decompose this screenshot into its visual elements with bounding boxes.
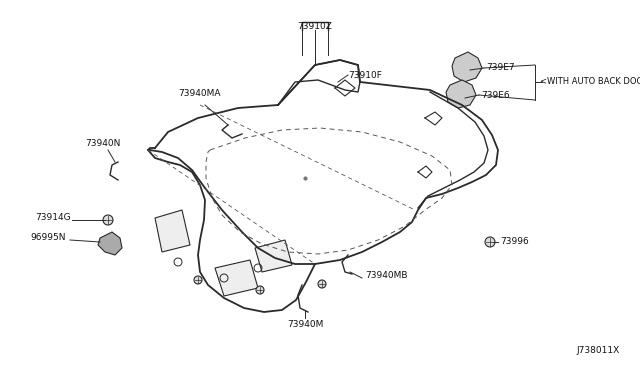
Polygon shape [452, 52, 482, 82]
Circle shape [103, 215, 113, 225]
Polygon shape [446, 80, 476, 108]
Text: 739E6: 739E6 [481, 90, 509, 99]
Circle shape [256, 286, 264, 294]
Text: 73940N: 73940N [85, 139, 120, 148]
Circle shape [194, 276, 202, 284]
Text: 73940M: 73940M [287, 320, 323, 329]
Polygon shape [255, 240, 292, 272]
Text: 96995N: 96995N [30, 234, 65, 243]
Text: 73940MB: 73940MB [365, 272, 408, 280]
Text: <WITH AUTO BACK DOOR>: <WITH AUTO BACK DOOR> [540, 77, 640, 86]
Text: 73996: 73996 [500, 237, 529, 247]
Polygon shape [98, 232, 122, 255]
Text: 73914G: 73914G [35, 214, 70, 222]
Text: 73910Z: 73910Z [298, 22, 332, 31]
Circle shape [318, 280, 326, 288]
Circle shape [485, 237, 495, 247]
Text: J738011X: J738011X [577, 346, 620, 355]
Text: 73940MA: 73940MA [178, 89, 221, 98]
Text: 73910F: 73910F [348, 71, 382, 80]
Polygon shape [155, 210, 190, 252]
Text: 739E7: 739E7 [486, 64, 515, 73]
Polygon shape [215, 260, 258, 296]
